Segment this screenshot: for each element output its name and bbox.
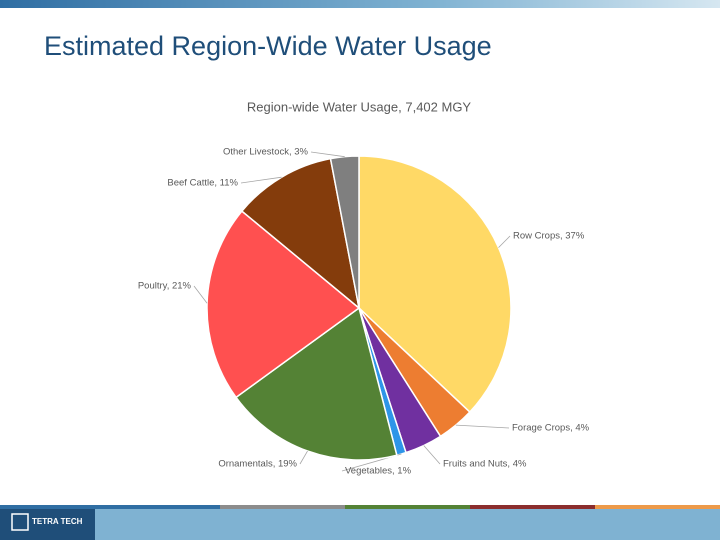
data-label: Row Crops, 37% — [513, 231, 585, 242]
data-label: Beef Cattle, 11% — [167, 178, 238, 189]
top-stripe — [0, 0, 720, 8]
footer-stripe — [595, 505, 720, 509]
pie-slice — [358, 155, 512, 414]
footer — [0, 508, 720, 540]
slide-title: Estimated Region-Wide Water Usage — [44, 31, 492, 61]
leader-line — [193, 285, 208, 304]
leader-line — [498, 235, 511, 248]
footer-stripe — [470, 505, 595, 509]
leader-line — [423, 445, 441, 465]
logo-icon — [11, 513, 29, 531]
data-label: Ornamentals, 19% — [218, 459, 297, 470]
data-label: Poultry, 21% — [138, 281, 192, 292]
data-label: Vegetables, 1% — [345, 466, 412, 477]
leader-line — [240, 176, 282, 184]
data-label: Fruits and Nuts, 4% — [443, 459, 527, 470]
data-label: Other Livestock, 3% — [223, 147, 309, 158]
pie-slice — [240, 157, 361, 310]
pie-slice — [206, 210, 361, 399]
leader-line — [455, 424, 510, 429]
chart-title: Region-wide Water Usage, 7,402 MGY — [247, 99, 472, 114]
footer-stripe — [0, 505, 220, 509]
footer-stripe — [345, 505, 470, 509]
footer-stripe — [220, 505, 345, 509]
leader-line — [310, 151, 345, 158]
data-label: Forage Crops, 4% — [512, 423, 590, 434]
pie: Row Crops, 37% Forage Crops, 4% Fruits and… — [138, 147, 590, 477]
logo-text: TETRA TECH — [32, 517, 83, 526]
leader-line — [299, 450, 308, 465]
